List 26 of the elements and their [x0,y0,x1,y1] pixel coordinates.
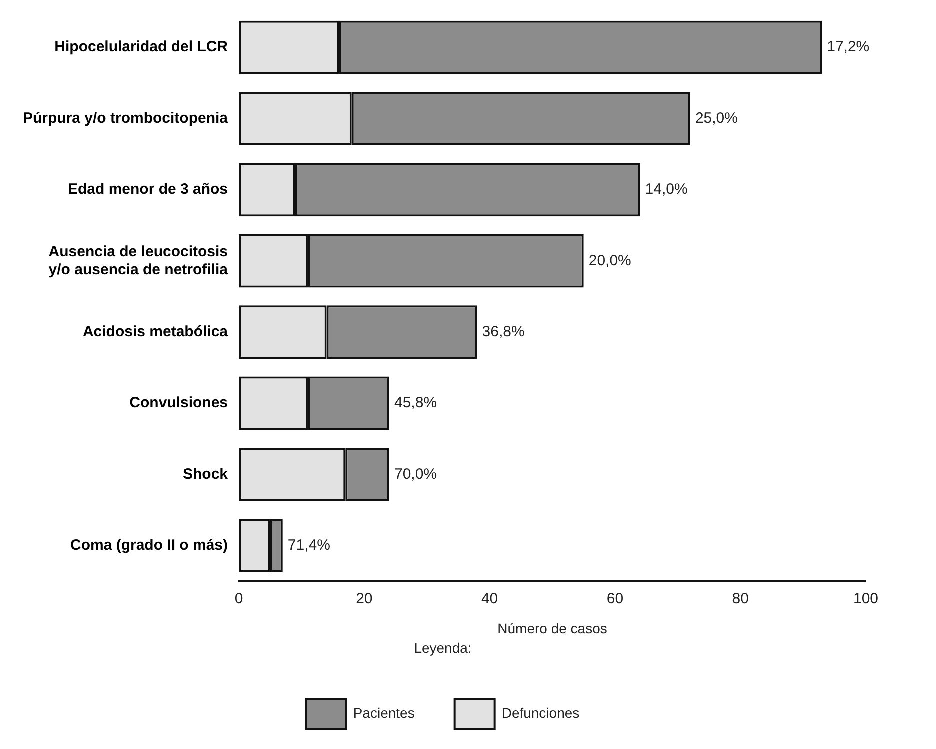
x-axis-title: Número de casos [498,620,608,637]
x-tick-label: 0 [234,590,244,608]
annotation: 25,0% [695,110,738,127]
annotation: 45,8% [394,394,438,412]
annotation: 17,2% [827,38,870,56]
legend-label: Pacientes [353,704,415,721]
y-tick-label: Ausencia de leucocitosis y/o ausencia de netrofilia [48,243,229,278]
legend-label: Defunciones [502,704,580,721]
x-tick-label: 60 [606,590,624,608]
annotation: 14,0% [645,181,688,198]
y-tick-label: Acidosis metabólica [82,323,229,340]
x-tick-label: 40 [481,590,498,608]
annotation: 71,4% [288,536,330,554]
y-tick-label: Shock [183,466,229,483]
y-tick-label: Hipocelularidad del LCR [54,38,228,56]
y-tick-label: Edad menor de 3 años [68,181,228,198]
annotation: 36,8% [482,323,525,340]
legend-title: Leyenda: [414,640,472,656]
y-tick-label: Coma (grado II o más) [70,536,228,554]
x-tick-label: 100 [853,590,879,608]
annotation: 20,0% [588,252,632,270]
x-tick-label: 80 [732,590,749,608]
annotation: 70,0% [394,466,438,483]
y-tick-label: Convulsiones [130,394,228,412]
y-tick-label: Púrpura y/o trombocitopenia [22,110,229,127]
x-tick-label: 20 [356,590,373,608]
